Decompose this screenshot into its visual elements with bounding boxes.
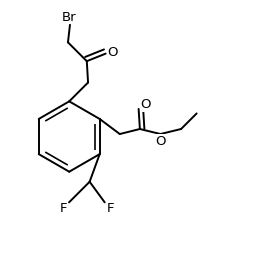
Text: F: F	[106, 202, 114, 215]
Text: F: F	[60, 202, 67, 215]
Text: Br: Br	[61, 11, 76, 24]
Text: O: O	[140, 98, 151, 111]
Text: O: O	[155, 135, 166, 148]
Text: O: O	[107, 46, 118, 59]
